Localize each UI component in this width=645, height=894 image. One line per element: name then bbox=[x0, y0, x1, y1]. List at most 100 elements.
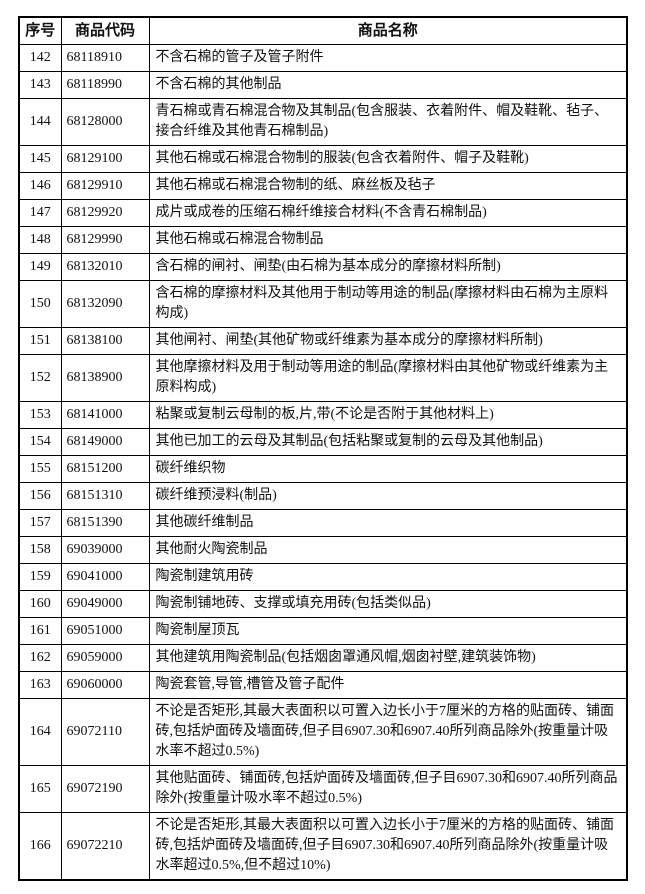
table-row: 152 68138900 其他摩擦材料及用于制动等用途的制品(摩擦材料由其他矿物… bbox=[18, 354, 628, 402]
table-row: 153 68141000 粘聚或复制云母制的板,片,带(不论是否附于其他材料上) bbox=[18, 401, 628, 429]
table-row: 157 68151390 其他碳纤维制品 bbox=[18, 509, 628, 537]
table-row: 151 68138100 其他闸衬、闸垫(其他矿物或纤维素为基本成分的摩擦材料所… bbox=[18, 327, 628, 355]
table-row: 144 68128000 青石棉或青石棉混合物及其制品(包含服装、衣着附件、帽及… bbox=[18, 98, 628, 146]
table-row: 155 68151200 碳纤维织物 bbox=[18, 455, 628, 483]
table-row: 163 69060000 陶瓷套管,导管,槽管及管子配件 bbox=[18, 671, 628, 699]
commodity-name-cell: 陶瓷制铺地砖、支撑或填充用砖(包括类似品) bbox=[148, 590, 628, 618]
table-row: 162 69059000 其他建筑用陶瓷制品(包括烟囱罩通风帽,烟囱衬壁,建筑装… bbox=[18, 644, 628, 672]
serial-number-cell: 151 bbox=[18, 327, 62, 355]
table-row: 146 68129910 其他石棉或石棉混合物制的纸、麻丝板及毡子 bbox=[18, 172, 628, 200]
commodity-code-cell: 68132090 bbox=[60, 280, 150, 328]
commodity-code-cell: 69049000 bbox=[60, 590, 150, 618]
commodity-code-cell: 69072190 bbox=[60, 765, 150, 813]
commodity-name-cell: 陶瓷制屋顶瓦 bbox=[148, 617, 628, 645]
table-row: 161 69051000 陶瓷制屋顶瓦 bbox=[18, 617, 628, 645]
commodity-name-cell: 陶瓷制建筑用砖 bbox=[148, 563, 628, 591]
serial-number-cell: 149 bbox=[18, 253, 62, 281]
serial-number-cell: 144 bbox=[18, 98, 62, 146]
table-body: 142 68118910 不含石棉的管子及管子附件 143 68118990 不… bbox=[18, 44, 628, 881]
serial-number-cell: 154 bbox=[18, 428, 62, 456]
commodity-code-cell: 69039000 bbox=[60, 536, 150, 564]
table-row: 158 69039000 其他耐火陶瓷制品 bbox=[18, 536, 628, 564]
commodity-code-cell: 68151390 bbox=[60, 509, 150, 537]
serial-number-cell: 159 bbox=[18, 563, 62, 591]
commodity-name-cell: 其他已加工的云母及其制品(包括粘聚或复制的云母及其他制品) bbox=[148, 428, 628, 456]
serial-number-cell: 156 bbox=[18, 482, 62, 510]
table-row: 150 68132090 含石棉的摩擦材料及其他用于制动等用途的制品(摩擦材料由… bbox=[18, 280, 628, 328]
commodity-code-cell: 68149000 bbox=[60, 428, 150, 456]
table-row: 159 69041000 陶瓷制建筑用砖 bbox=[18, 563, 628, 591]
table-row: 160 69049000 陶瓷制铺地砖、支撑或填充用砖(包括类似品) bbox=[18, 590, 628, 618]
commodity-name-cell: 其他建筑用陶瓷制品(包括烟囱罩通风帽,烟囱衬壁,建筑装饰物) bbox=[148, 644, 628, 672]
commodity-code-cell: 68129990 bbox=[60, 226, 150, 254]
serial-number-cell: 147 bbox=[18, 199, 62, 227]
serial-number-cell: 146 bbox=[18, 172, 62, 200]
commodity-name-cell: 其他石棉或石棉混合物制品 bbox=[148, 226, 628, 254]
commodity-code-cell: 68129910 bbox=[60, 172, 150, 200]
serial-number-cell: 150 bbox=[18, 280, 62, 328]
commodity-name-cell: 青石棉或青石棉混合物及其制品(包含服装、衣着附件、帽及鞋靴、毡子、接合纤维及其他… bbox=[148, 98, 628, 146]
table-row: 142 68118910 不含石棉的管子及管子附件 bbox=[18, 44, 628, 72]
commodity-code-cell: 68129920 bbox=[60, 199, 150, 227]
serial-number-cell: 164 bbox=[18, 698, 62, 766]
commodity-code-cell: 69041000 bbox=[60, 563, 150, 591]
commodity-code-cell: 69059000 bbox=[60, 644, 150, 672]
commodity-name-cell: 其他闸衬、闸垫(其他矿物或纤维素为基本成分的摩擦材料所制) bbox=[148, 327, 628, 355]
serial-number-cell: 148 bbox=[18, 226, 62, 254]
serial-number-cell: 165 bbox=[18, 765, 62, 813]
serial-number-cell: 153 bbox=[18, 401, 62, 429]
serial-number-cell: 142 bbox=[18, 44, 62, 72]
serial-number-cell: 143 bbox=[18, 71, 62, 99]
commodity-name-cell: 其他碳纤维制品 bbox=[148, 509, 628, 537]
table-row: 156 68151310 碳纤维预浸料(制品) bbox=[18, 482, 628, 510]
commodity-code-cell: 69072110 bbox=[60, 698, 150, 766]
commodity-code-cell: 69051000 bbox=[60, 617, 150, 645]
commodity-code-cell: 68129100 bbox=[60, 145, 150, 173]
serial-number-cell: 145 bbox=[18, 145, 62, 173]
commodity-name-cell: 含石棉的摩擦材料及其他用于制动等用途的制品(摩擦材料由石棉为主原料构成) bbox=[148, 280, 628, 328]
commodity-name-cell: 不含石棉的其他制品 bbox=[148, 71, 628, 99]
serial-number-cell: 152 bbox=[18, 354, 62, 402]
commodity-name-cell: 不含石棉的管子及管子附件 bbox=[148, 44, 628, 72]
commodity-code-cell: 68118990 bbox=[60, 71, 150, 99]
commodity-code-cell: 68151200 bbox=[60, 455, 150, 483]
header-commodity-code: 商品代码 bbox=[60, 16, 150, 45]
header-commodity-name: 商品名称 bbox=[148, 16, 628, 45]
commodity-code-cell: 68128000 bbox=[60, 98, 150, 146]
commodity-name-cell: 其他贴面砖、铺面砖,包括炉面砖及墙面砖,但子目6907.30和6907.40所列… bbox=[148, 765, 628, 813]
commodity-table: 序号 商品代码 商品名称 142 68118910 不含石棉的管子及管子附件 1… bbox=[18, 16, 628, 881]
header-row: 序号 商品代码 商品名称 bbox=[18, 16, 628, 45]
commodity-code-cell: 68151310 bbox=[60, 482, 150, 510]
commodity-name-cell: 其他石棉或石棉混合物制的纸、麻丝板及毡子 bbox=[148, 172, 628, 200]
commodity-name-cell: 其他石棉或石棉混合物制的服装(包含衣着附件、帽子及鞋靴) bbox=[148, 145, 628, 173]
commodity-name-cell: 不论是否矩形,其最大表面积以可置入边长小于7厘米的方格的贴面砖、铺面砖,包括炉面… bbox=[148, 698, 628, 766]
commodity-code-cell: 68141000 bbox=[60, 401, 150, 429]
serial-number-cell: 155 bbox=[18, 455, 62, 483]
table-row: 166 69072210 不论是否矩形,其最大表面积以可置入边长小于7厘米的方格… bbox=[18, 812, 628, 881]
table-row: 149 68132010 含石棉的闸衬、闸垫(由石棉为基本成分的摩擦材料所制) bbox=[18, 253, 628, 281]
commodity-code-cell: 68132010 bbox=[60, 253, 150, 281]
serial-number-cell: 158 bbox=[18, 536, 62, 564]
serial-number-cell: 160 bbox=[18, 590, 62, 618]
commodity-name-cell: 碳纤维织物 bbox=[148, 455, 628, 483]
header-serial-number: 序号 bbox=[18, 16, 62, 45]
serial-number-cell: 162 bbox=[18, 644, 62, 672]
commodity-name-cell: 成片或成卷的压缩石棉纤维接合材料(不含青石棉制品) bbox=[148, 199, 628, 227]
commodity-name-cell: 其他耐火陶瓷制品 bbox=[148, 536, 628, 564]
serial-number-cell: 161 bbox=[18, 617, 62, 645]
commodity-name-cell: 粘聚或复制云母制的板,片,带(不论是否附于其他材料上) bbox=[148, 401, 628, 429]
commodity-name-cell: 其他摩擦材料及用于制动等用途的制品(摩擦材料由其他矿物或纤维素为主原料构成) bbox=[148, 354, 628, 402]
table-row: 145 68129100 其他石棉或石棉混合物制的服装(包含衣着附件、帽子及鞋靴… bbox=[18, 145, 628, 173]
commodity-code-cell: 69072210 bbox=[60, 812, 150, 881]
table-row: 154 68149000 其他已加工的云母及其制品(包括粘聚或复制的云母及其他制… bbox=[18, 428, 628, 456]
commodity-code-cell: 68118910 bbox=[60, 44, 150, 72]
table-row: 165 69072190 其他贴面砖、铺面砖,包括炉面砖及墙面砖,但子目6907… bbox=[18, 765, 628, 813]
serial-number-cell: 157 bbox=[18, 509, 62, 537]
commodity-name-cell: 含石棉的闸衬、闸垫(由石棉为基本成分的摩擦材料所制) bbox=[148, 253, 628, 281]
commodity-name-cell: 陶瓷套管,导管,槽管及管子配件 bbox=[148, 671, 628, 699]
commodity-code-cell: 68138100 bbox=[60, 327, 150, 355]
table-row: 164 69072110 不论是否矩形,其最大表面积以可置入边长小于7厘米的方格… bbox=[18, 698, 628, 766]
table-row: 148 68129990 其他石棉或石棉混合物制品 bbox=[18, 226, 628, 254]
table-row: 147 68129920 成片或成卷的压缩石棉纤维接合材料(不含青石棉制品) bbox=[18, 199, 628, 227]
